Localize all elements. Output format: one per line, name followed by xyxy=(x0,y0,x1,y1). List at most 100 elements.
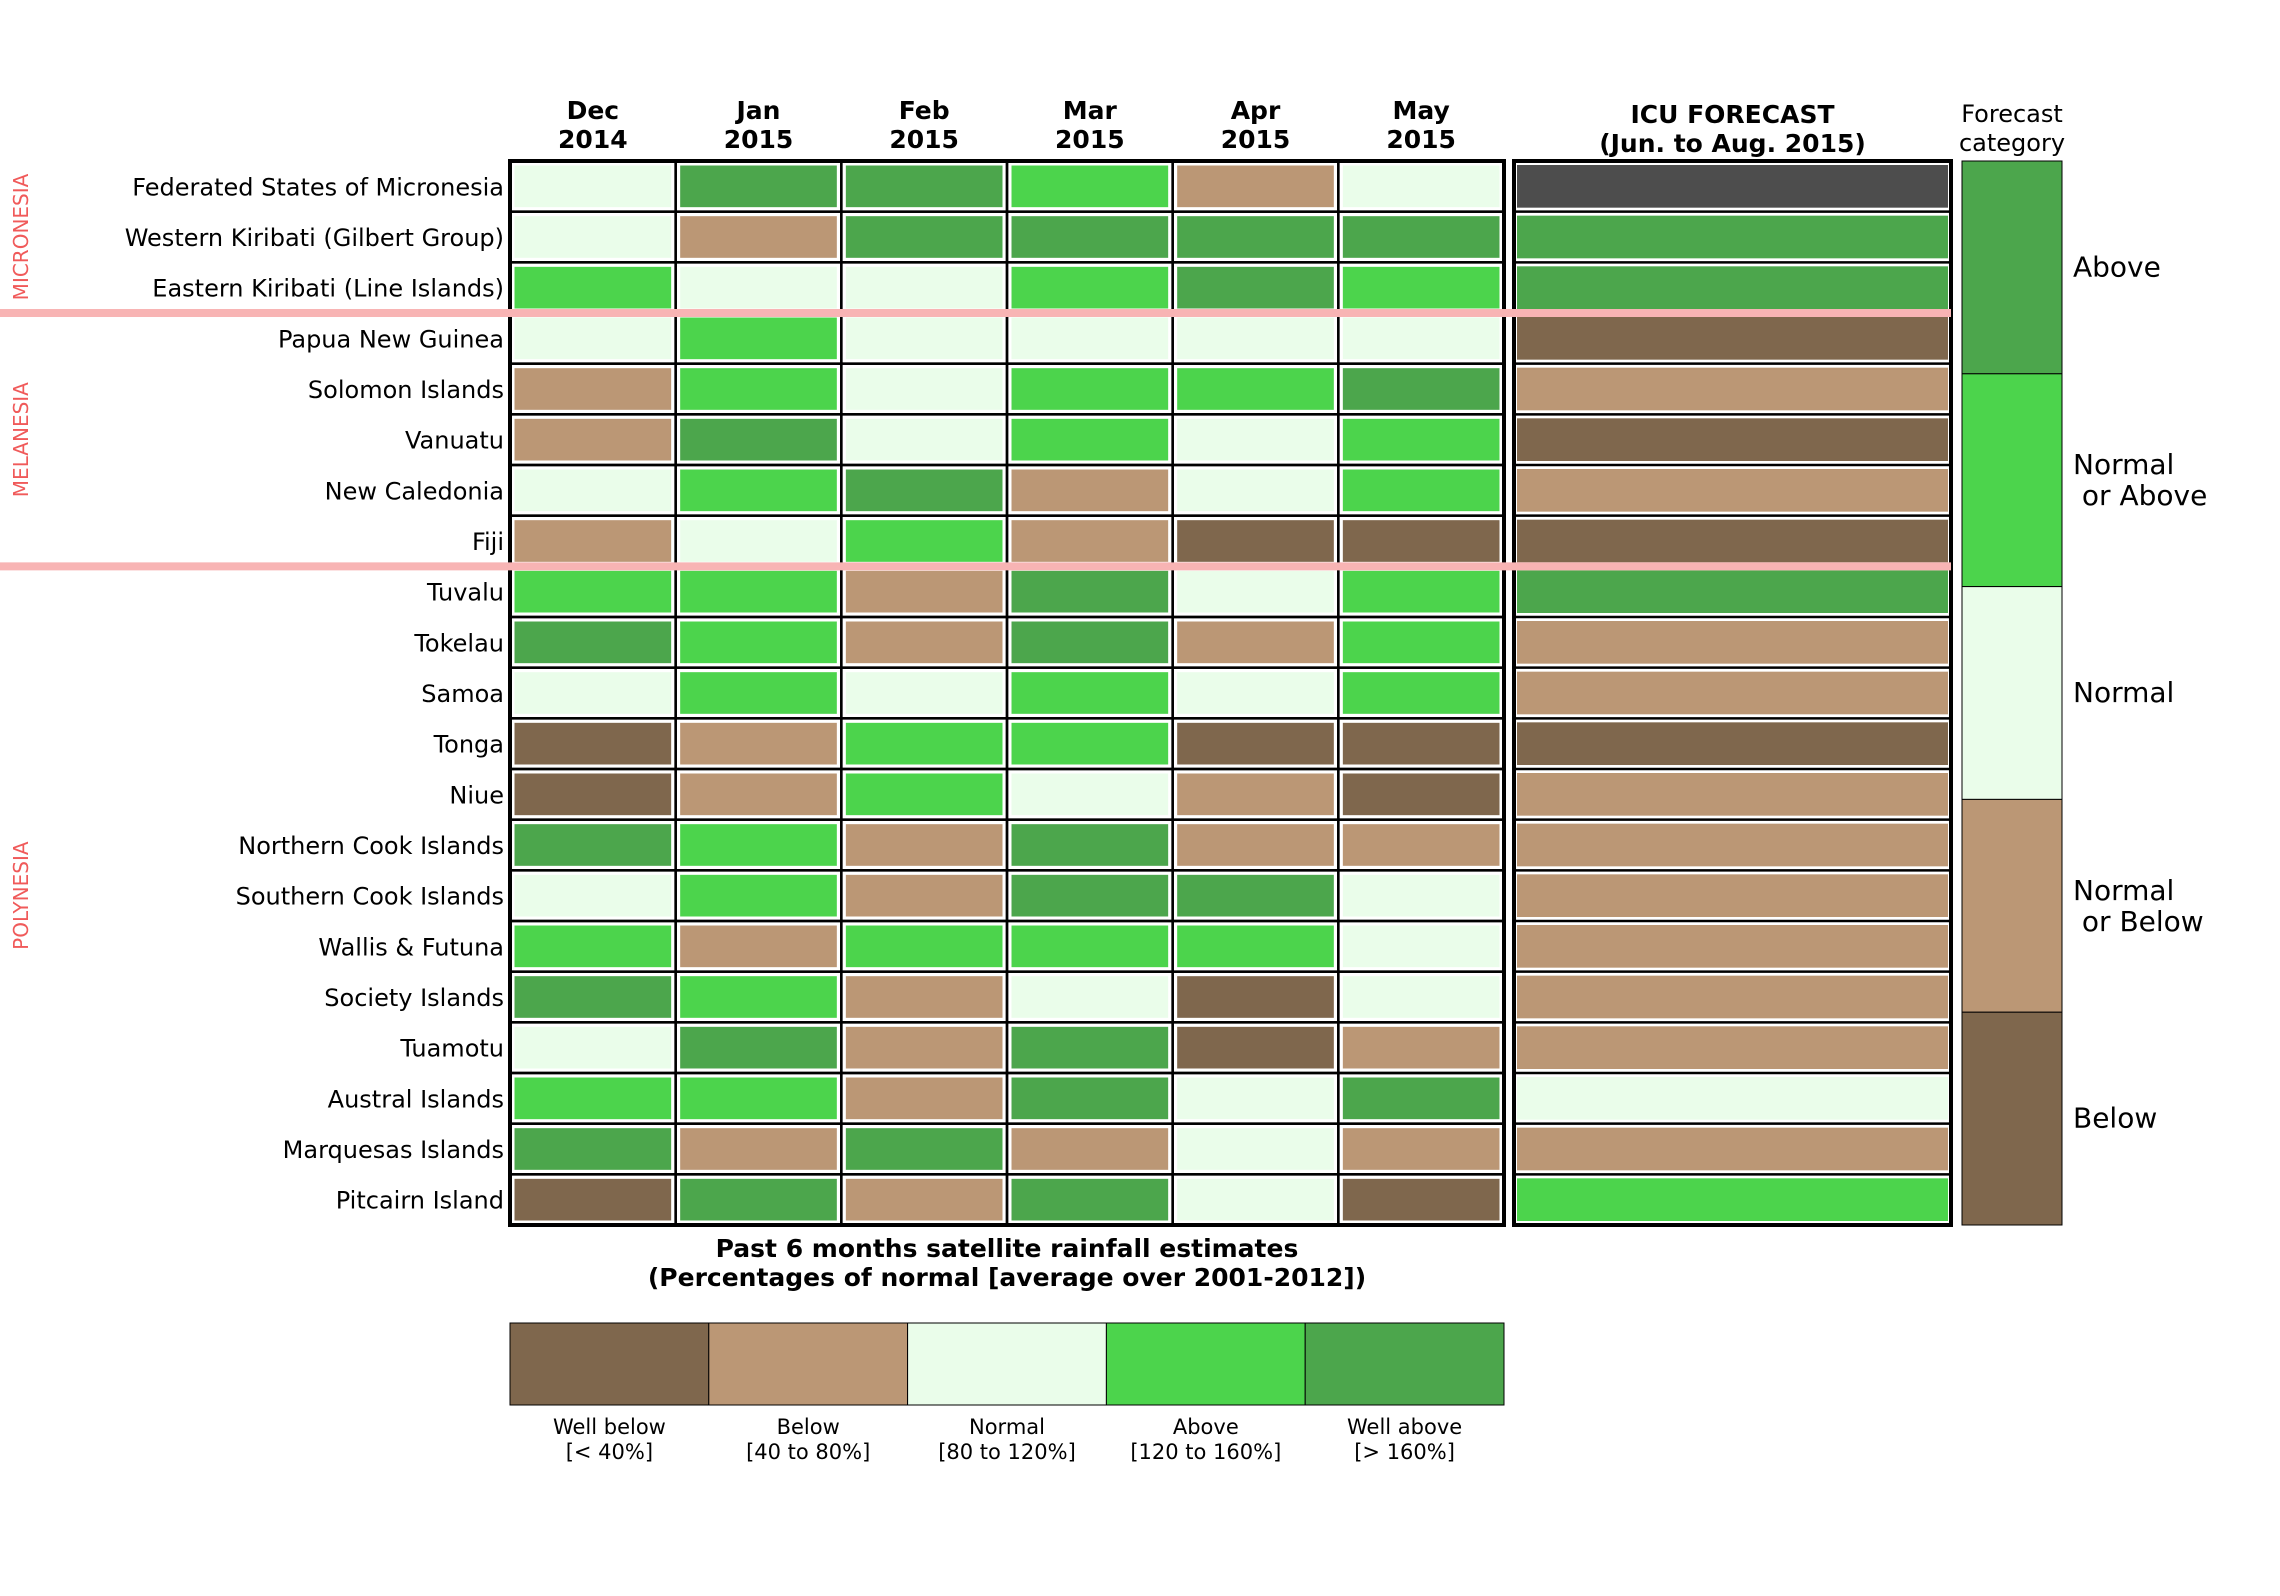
forecast-cell xyxy=(1517,1127,1948,1171)
data-cell xyxy=(1341,772,1501,817)
data-cell xyxy=(679,924,838,969)
row-label: Samoa xyxy=(421,680,504,708)
data-cell xyxy=(1176,772,1335,817)
data-cell xyxy=(1176,823,1335,867)
data-cell xyxy=(513,772,673,817)
column-header-month: Apr xyxy=(1231,96,1281,125)
row-label: Solomon Islands xyxy=(308,376,504,404)
data-cell xyxy=(513,164,673,209)
forecast-category-label: Normal xyxy=(2073,448,2174,481)
data-cell xyxy=(679,823,838,867)
data-cell xyxy=(1010,569,1170,614)
forecast-category-label: Normal xyxy=(2073,874,2174,907)
row-label: Society Islands xyxy=(324,984,504,1012)
data-cell xyxy=(679,164,838,209)
forecast-category-title: Forecast xyxy=(1961,100,2063,128)
data-cell xyxy=(844,265,1004,310)
forecast-category-label: Above xyxy=(2073,250,2161,283)
data-cell xyxy=(1010,620,1170,665)
row-label: Fiji xyxy=(472,528,504,556)
data-cell xyxy=(844,671,1004,715)
data-cell xyxy=(513,873,673,918)
forecast-cell xyxy=(1517,874,1948,917)
data-cell xyxy=(1176,569,1335,614)
data-cell xyxy=(1341,671,1501,715)
row-label: Pitcairn Island xyxy=(336,1187,504,1215)
data-cell xyxy=(679,316,838,361)
chart-subtitle: (Percentages of normal [average over 200… xyxy=(648,1263,1366,1292)
legend-swatch xyxy=(1105,1322,1306,1406)
data-cell xyxy=(513,215,673,259)
column-header-month: Dec xyxy=(567,96,620,125)
data-cell xyxy=(1341,1025,1501,1070)
data-cell xyxy=(679,975,838,1019)
forecast-cell xyxy=(1517,317,1948,360)
legend-swatch xyxy=(907,1322,1107,1406)
data-cell xyxy=(513,671,673,715)
legend-label: Normal xyxy=(969,1415,1045,1439)
data-cell xyxy=(1010,1025,1170,1070)
data-cell xyxy=(513,924,673,969)
data-cell xyxy=(513,316,673,361)
data-cell xyxy=(844,164,1004,209)
data-cell xyxy=(513,468,673,513)
data-cell xyxy=(1010,164,1170,209)
forecast-cell xyxy=(1517,1026,1948,1069)
data-cell xyxy=(513,265,673,310)
forecast-cell xyxy=(1517,773,1948,816)
row-label: Tokelau xyxy=(413,629,504,657)
forecast-category-swatch xyxy=(1961,798,2063,1013)
row-label: Austral Islands xyxy=(328,1085,504,1113)
data-cell xyxy=(679,1076,838,1121)
data-cell xyxy=(513,1127,673,1171)
forecast-cell xyxy=(1517,418,1948,461)
data-cell xyxy=(1176,417,1335,462)
legend-label: Well below xyxy=(553,1415,666,1439)
legend-swatch xyxy=(509,1322,710,1406)
forecast-cell xyxy=(1517,367,1948,411)
row-label: Western Kiribati (Gilbert Group) xyxy=(125,224,504,252)
data-cell xyxy=(1341,924,1501,969)
data-cell xyxy=(513,721,673,766)
data-cell xyxy=(1176,1076,1335,1121)
data-cell xyxy=(1341,975,1501,1019)
data-cell xyxy=(679,569,838,614)
data-cell xyxy=(844,823,1004,867)
forecast-cell xyxy=(1517,215,1948,259)
region-label: MELANESIA xyxy=(9,382,33,497)
legend-label: Below xyxy=(777,1415,840,1439)
legend-range: [80 to 120%] xyxy=(938,1440,1076,1464)
data-cell xyxy=(1010,975,1170,1019)
data-cell xyxy=(679,519,838,563)
data-cell xyxy=(844,721,1004,766)
row-label: New Caledonia xyxy=(325,477,504,505)
data-cell xyxy=(513,367,673,411)
data-cell xyxy=(1010,721,1170,766)
data-cell xyxy=(1010,215,1170,259)
data-cell xyxy=(1010,519,1170,563)
forecast-cell xyxy=(1517,519,1948,563)
data-cell xyxy=(1176,265,1335,310)
forecast-category-label: Below xyxy=(2073,1102,2157,1135)
data-cell xyxy=(513,417,673,462)
row-label: Vanuatu xyxy=(405,427,504,455)
forecast-cell xyxy=(1517,1077,1948,1120)
data-cell xyxy=(679,417,838,462)
data-cell xyxy=(1010,873,1170,918)
forecast-category-label: or Below xyxy=(2073,905,2204,938)
data-cell xyxy=(679,1127,838,1171)
data-cell xyxy=(679,620,838,665)
data-cell xyxy=(844,215,1004,259)
legend-swatch xyxy=(708,1322,909,1406)
data-cell xyxy=(844,417,1004,462)
data-cell xyxy=(513,1025,673,1070)
data-cell xyxy=(1010,1076,1170,1121)
data-cell xyxy=(513,620,673,665)
data-cell xyxy=(1176,316,1335,361)
row-label: Marquesas Islands xyxy=(283,1136,504,1164)
data-cell xyxy=(1341,873,1501,918)
data-cell xyxy=(1176,1025,1335,1070)
data-cell xyxy=(679,1025,838,1070)
legend-range: [> 160%] xyxy=(1354,1440,1455,1464)
row-label: Eastern Kiribati (Line Islands) xyxy=(152,275,504,303)
